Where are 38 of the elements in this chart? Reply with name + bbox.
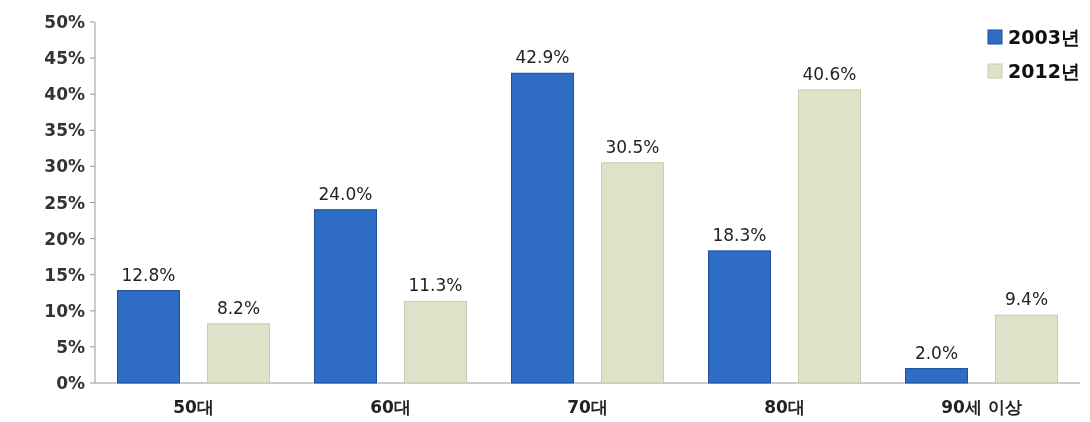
y-tick-label: 45% xyxy=(44,48,85,69)
x-tick-label: 80대 xyxy=(764,397,805,417)
y-tick-label: 30% xyxy=(44,156,85,177)
x-tick-label: 50대 xyxy=(173,397,214,417)
data-label: 42.9% xyxy=(515,47,570,68)
legend-label: 2003년 xyxy=(1008,26,1080,48)
y-tick-label: 50% xyxy=(44,12,85,32)
x-tick-label: 60대 xyxy=(370,397,411,417)
data-label: 30.5% xyxy=(605,136,660,157)
bar xyxy=(207,323,270,384)
bar xyxy=(117,290,180,384)
bar xyxy=(511,72,574,384)
data-label: 9.4% xyxy=(1004,289,1049,310)
y-tick-label: 0% xyxy=(56,373,85,393)
data-label: 8.2% xyxy=(216,297,261,318)
data-label: 12.8% xyxy=(121,264,176,285)
y-tick-label: 25% xyxy=(44,192,85,213)
y-tick-label: 20% xyxy=(44,228,85,249)
y-tick-label: 10% xyxy=(44,300,85,321)
bar xyxy=(995,314,1058,384)
data-label: 40.6% xyxy=(802,63,857,84)
data-label: 24.0% xyxy=(318,183,373,204)
bar xyxy=(601,162,664,384)
data-label: 11.3% xyxy=(408,275,463,296)
legend-label: 2012년 xyxy=(1008,60,1080,82)
data-label: 18.3% xyxy=(712,224,767,245)
bar xyxy=(798,89,861,384)
x-tick-label: 90세 이상 xyxy=(941,397,1022,417)
y-tick-label: 5% xyxy=(56,336,85,357)
y-tick-label: 15% xyxy=(44,264,85,285)
bar xyxy=(314,209,377,384)
bar xyxy=(708,250,771,384)
y-tick-label: 35% xyxy=(44,120,85,141)
bar xyxy=(905,368,968,384)
y-tick-label: 40% xyxy=(44,84,85,105)
bar xyxy=(404,300,467,384)
x-tick-label: 70대 xyxy=(567,397,608,417)
data-label: 2.0% xyxy=(914,342,959,363)
